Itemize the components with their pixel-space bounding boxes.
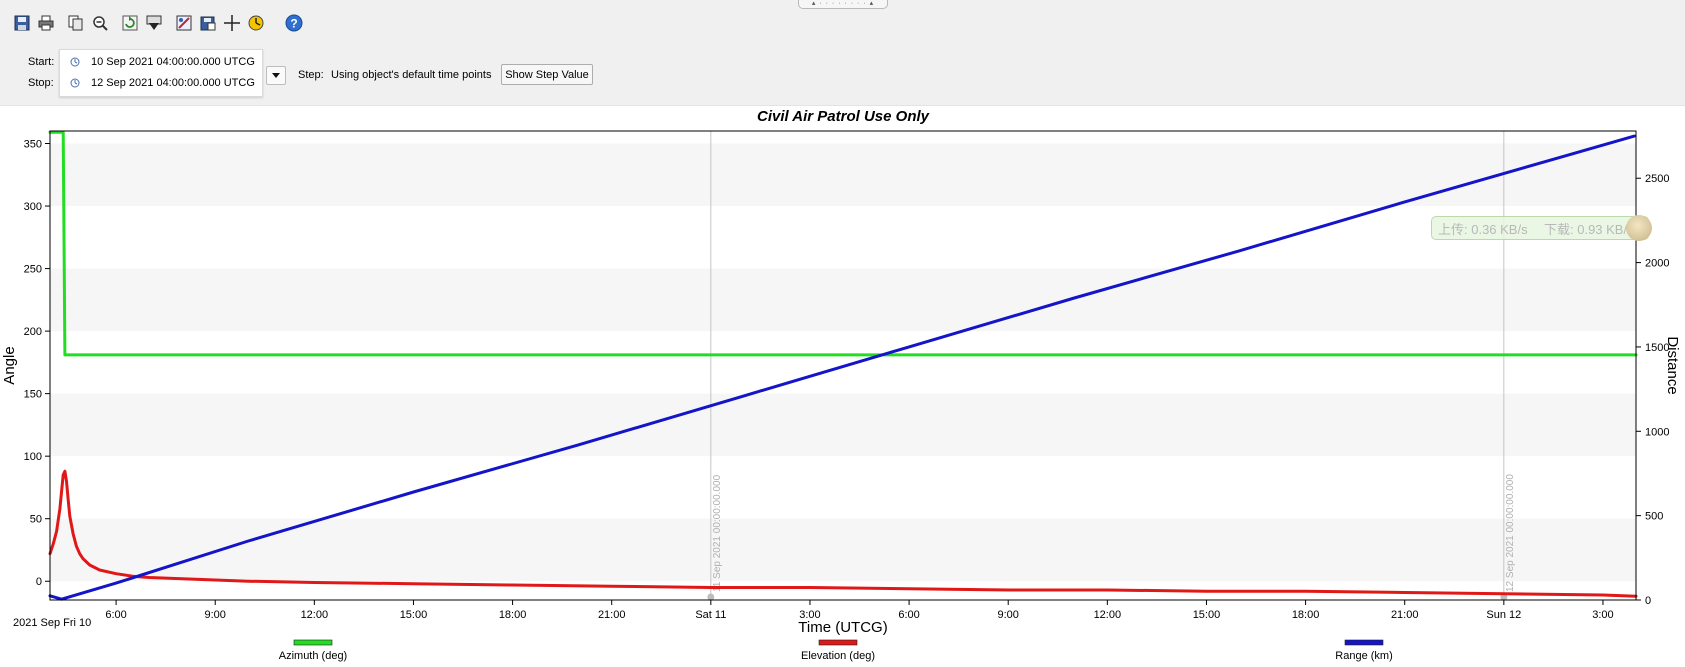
copy-icon[interactable] <box>64 11 88 35</box>
y-right-tick-label: 0 <box>1645 595 1651 607</box>
save-as-icon[interactable] <box>196 11 220 35</box>
legend-swatch <box>818 639 858 646</box>
stop-clock-icon <box>70 78 80 88</box>
y-left-tick-label: 350 <box>24 139 42 151</box>
y-left-tick-label: 300 <box>24 201 42 213</box>
grid-band <box>50 518 1636 582</box>
day-marker-label: 11 Sep 2021 00:00:00.000 <box>712 474 723 592</box>
day-marker-dot <box>707 593 715 601</box>
y-right-axis-label: Distance <box>1664 336 1681 394</box>
grid-band <box>50 143 1636 207</box>
y-left-axis-label: Angle <box>1 346 18 384</box>
plot-frame <box>49 130 1637 601</box>
x-tick-label: 3:00 <box>799 609 820 621</box>
x-tick-label: 12:00 <box>1094 609 1122 621</box>
x-tick-label: 9:00 <box>997 609 1018 621</box>
chevron-down-icon <box>272 73 280 78</box>
chart: 11 Sep 2021 00:00:00.000 12 Sep 2021 00:0… <box>1 108 1681 662</box>
day-marker-label: 12 Sep 2021 00:00:00.000 <box>1505 474 1516 592</box>
x-tick-label: 21:00 <box>1391 609 1419 621</box>
x-tick-label: Sat 11 <box>695 609 726 621</box>
legend-label: Range (km) <box>1335 650 1392 662</box>
legend-swatch <box>1344 639 1384 646</box>
x-tick-label: Sun 12 <box>1486 609 1521 621</box>
time-options-dropdown[interactable] <box>266 66 286 85</box>
x-tick-label: 15:00 <box>400 609 428 621</box>
day-marker-dot <box>1500 593 1508 601</box>
start-clock-icon <box>70 57 80 67</box>
avatar-icon <box>1626 215 1652 241</box>
x-tick-label: 18:00 <box>1292 609 1320 621</box>
properties-icon[interactable] <box>172 11 196 35</box>
help-icon[interactable]: ? <box>282 11 306 35</box>
grid-band <box>50 393 1636 457</box>
y-right-tick-label: 500 <box>1645 511 1663 523</box>
x-tick-label: 6:00 <box>105 609 126 621</box>
print-icon[interactable] <box>34 11 58 35</box>
crosshair-icon[interactable] <box>220 11 244 35</box>
series-line-range-km <box>48 134 1636 601</box>
legend-swatch <box>293 639 333 646</box>
grid-band <box>50 268 1636 332</box>
legend-label: Elevation (deg) <box>801 650 875 662</box>
x-tick-label: 21:00 <box>598 609 626 621</box>
x-axis-label: Time (UTCG) <box>798 619 887 636</box>
y-left-tick-label: 150 <box>24 389 42 401</box>
time-range-panel <box>59 49 263 97</box>
legend-label: Azimuth (deg) <box>279 650 347 662</box>
series-line-azimuth-deg <box>48 130 1638 357</box>
animate-icon[interactable] <box>244 11 268 35</box>
x-tick-label: 15:00 <box>1193 609 1221 621</box>
series-line-elevation-deg <box>48 469 1638 598</box>
x-tick-label: 3:00 <box>1592 609 1613 621</box>
network-speed-widget: 上传: 0.36 KB/s 下载: 0.93 KB/s <box>1431 215 1652 241</box>
y-right-tick-label: 2500 <box>1645 173 1669 185</box>
step-label: Step: <box>298 69 324 81</box>
svg-text:?: ? <box>290 17 297 31</box>
y-left-tick-label: 250 <box>24 264 42 276</box>
top-panel: ▴ · · · · · · · · ▴ <box>0 0 1685 106</box>
y-left-tick-label: 50 <box>30 514 42 526</box>
step-value: Using object's default time points <box>331 69 492 81</box>
refresh-icon[interactable] <box>118 11 142 35</box>
y-right-tick-label: 2000 <box>1645 258 1669 270</box>
x-tick-label: 18:00 <box>499 609 527 621</box>
chart-title: Civil Air Patrol Use Only <box>757 108 930 125</box>
save-icon[interactable] <box>10 11 34 35</box>
upload-speed: 上传: 0.36 KB/s <box>1438 221 1528 237</box>
download-speed: 下载: 0.93 KB/s <box>1544 221 1634 237</box>
start-time-field[interactable]: 10 Sep 2021 04:00:00.000 UTCG <box>91 56 255 68</box>
export-icon[interactable] <box>142 11 166 35</box>
x-tick-label: 6:00 <box>898 609 919 621</box>
stop-time-field[interactable]: 12 Sep 2021 04:00:00.000 UTCG <box>91 77 255 89</box>
x-tick-label: 12:00 <box>301 609 329 621</box>
start-label: Start: <box>28 56 55 68</box>
date-label: 2021 Sep Fri 10 <box>13 617 91 629</box>
y-right-tick-label: 1000 <box>1645 426 1669 438</box>
y-right-tick-label: 1500 <box>1645 342 1669 354</box>
x-tick-label: 9:00 <box>204 609 225 621</box>
panel-collapse-handle[interactable]: ▴ · · · · · · · · ▴ <box>798 0 888 9</box>
stop-label: Stop: <box>28 77 54 89</box>
y-left-tick-label: 100 <box>24 451 42 463</box>
y-left-tick-label: 200 <box>24 326 42 338</box>
y-left-tick-label: 0 <box>36 576 42 588</box>
show-step-value-button[interactable]: Show Step Value <box>501 64 593 85</box>
zoom-out-icon[interactable] <box>88 11 112 35</box>
